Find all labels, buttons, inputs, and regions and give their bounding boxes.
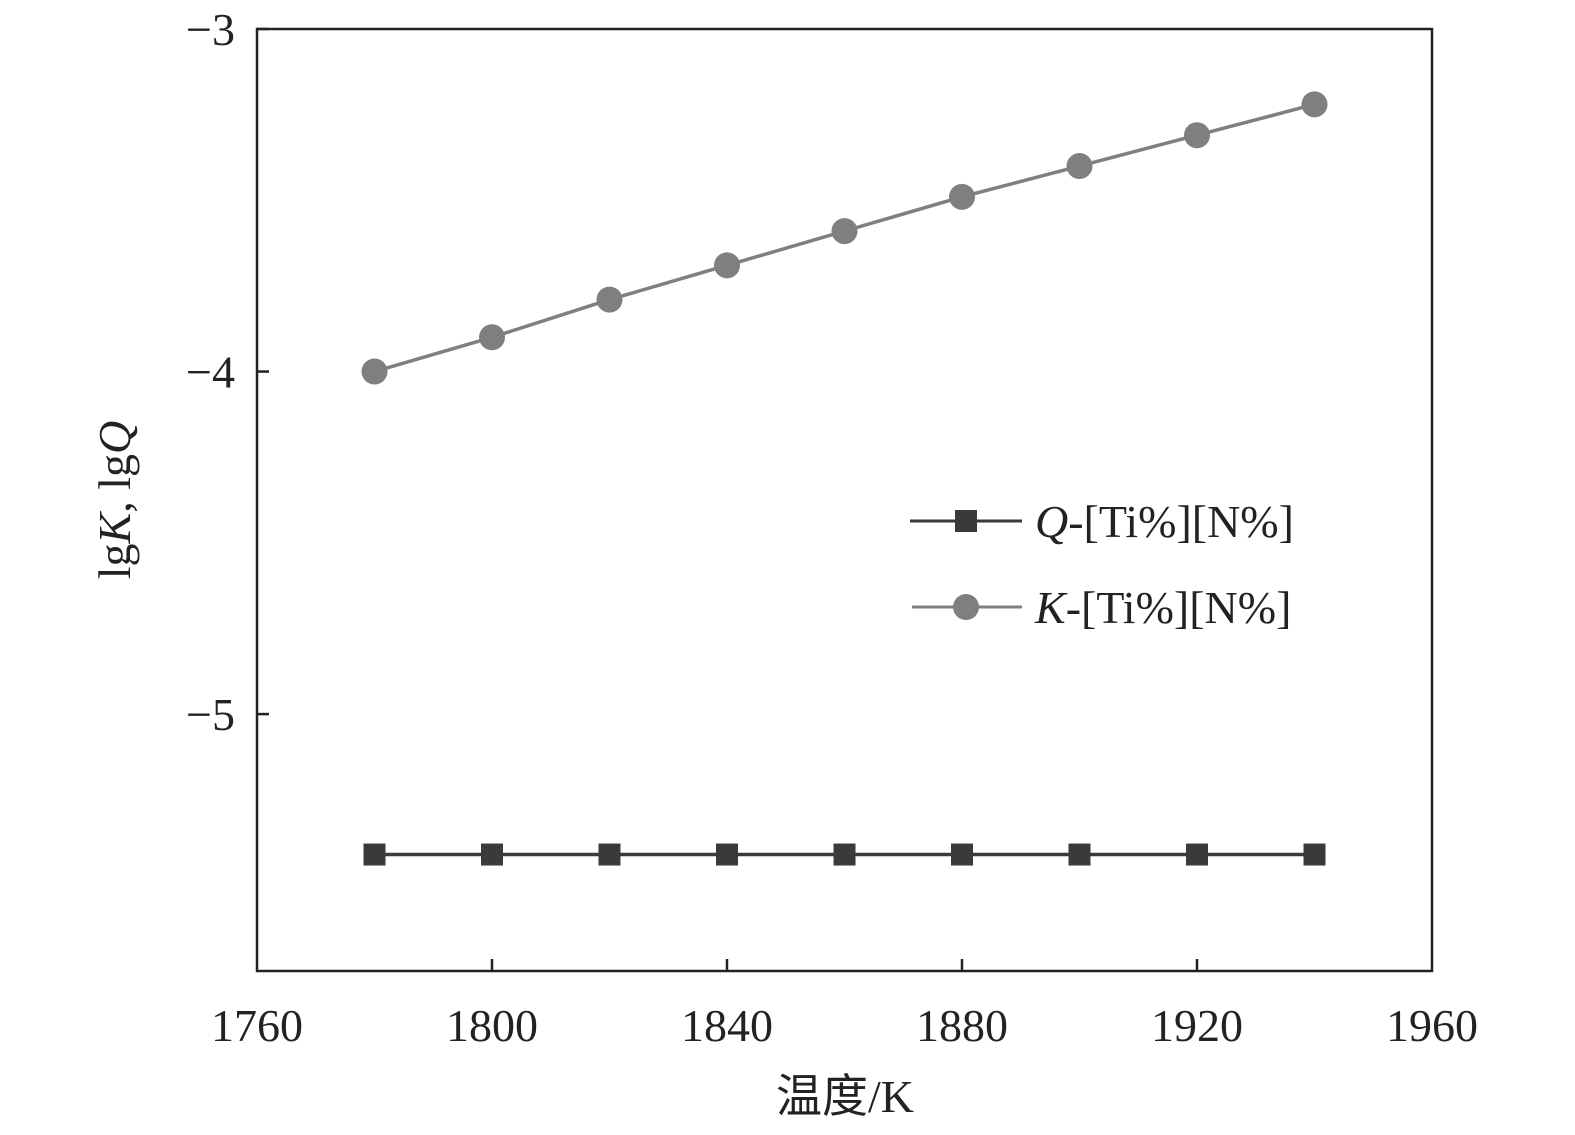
x-tick-label: 1880 <box>916 1000 1008 1051</box>
x-axis-label: 温度/K <box>776 1071 914 1122</box>
data-point <box>1186 843 1208 866</box>
y-tick-label: −4 <box>186 347 235 398</box>
data-point <box>716 843 738 866</box>
data-point <box>951 843 973 866</box>
x-tick-label: 1960 <box>1386 1000 1478 1051</box>
y-axis-label: lgK, lgQ <box>89 421 140 579</box>
data-point <box>1066 153 1093 180</box>
y-tick-label: −5 <box>186 689 235 740</box>
series-q <box>363 843 1326 866</box>
data-point <box>1303 843 1326 866</box>
data-point <box>949 183 975 210</box>
data-point <box>1184 122 1210 149</box>
data-point <box>361 358 388 385</box>
legend-marker-circle <box>953 594 979 620</box>
x-tick-label: 1800 <box>446 1000 538 1051</box>
x-tick-label: 1920 <box>1151 1000 1243 1051</box>
data-point <box>833 843 856 866</box>
data-point <box>479 324 505 351</box>
series-k <box>361 91 1328 385</box>
ticks: 1760 1800 1840 1880 1920 1960 −3 −4 −5 <box>186 4 1478 1051</box>
legend-marker-square <box>955 510 977 532</box>
data-point <box>363 843 386 866</box>
data-point <box>1068 843 1091 866</box>
data-point <box>1301 91 1328 118</box>
data-point <box>831 218 858 245</box>
data-point <box>481 843 503 866</box>
legend-item-k: K-[Ti%][N%] <box>912 582 1291 633</box>
legend-label-k: K-[Ti%][N%] <box>1034 582 1291 633</box>
data-point <box>596 286 623 313</box>
x-tick-label: 1840 <box>681 1000 773 1051</box>
data-point <box>598 843 621 866</box>
data-point <box>714 252 740 279</box>
series-layer <box>361 91 1328 866</box>
plot-frame <box>255 27 1434 973</box>
legend-label-q: Q-[Ti%][N%] <box>1035 496 1294 547</box>
x-tick-label: 1760 <box>211 1000 303 1051</box>
y-tick-label: −3 <box>186 4 235 55</box>
legend-item-q: Q-[Ti%][N%] <box>910 496 1294 547</box>
legend: Q-[Ti%][N%] K-[Ti%][N%] <box>910 496 1294 633</box>
